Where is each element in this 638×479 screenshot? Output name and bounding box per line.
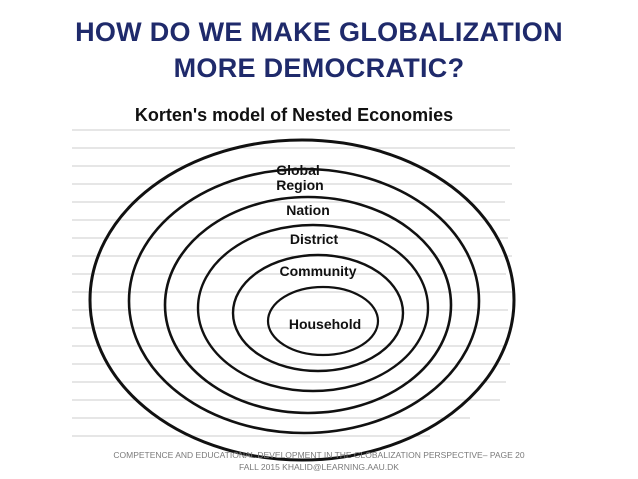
label-district: District [290, 231, 339, 247]
ring-community [231, 253, 405, 373]
ring-household [266, 285, 380, 357]
label-community: Community [280, 263, 357, 279]
footer-line-1: COMPETENCE AND EDUCATIONAL DEVELOPMENT I… [113, 450, 525, 460]
ring-district [196, 223, 430, 393]
slide-title-line-1: HOW DO WE MAKE GLOBALIZATION [75, 17, 563, 47]
ring-nation [163, 195, 453, 415]
label-global: Global [276, 162, 320, 178]
footer-line-2: FALL 2015 KHALID@LEARNING.AAU.DK [239, 462, 399, 472]
label-region: Region [276, 177, 323, 193]
nested-rings [88, 138, 516, 462]
label-household: Household [289, 316, 361, 332]
ring-global [88, 138, 516, 462]
ring-region [127, 167, 481, 435]
slide-title-line-2: MORE DEMOCRATIC? [173, 53, 465, 83]
slide-footer: COMPETENCE AND EDUCATIONAL DEVELOPMENT I… [0, 449, 638, 473]
diagram-heading: Korten's model of Nested Economies [135, 105, 453, 125]
scanned-page-texture [72, 129, 515, 437]
label-nation: Nation [286, 202, 330, 218]
slide-title: HOW DO WE MAKE GLOBALIZATION MORE DEMOCR… [0, 14, 638, 86]
